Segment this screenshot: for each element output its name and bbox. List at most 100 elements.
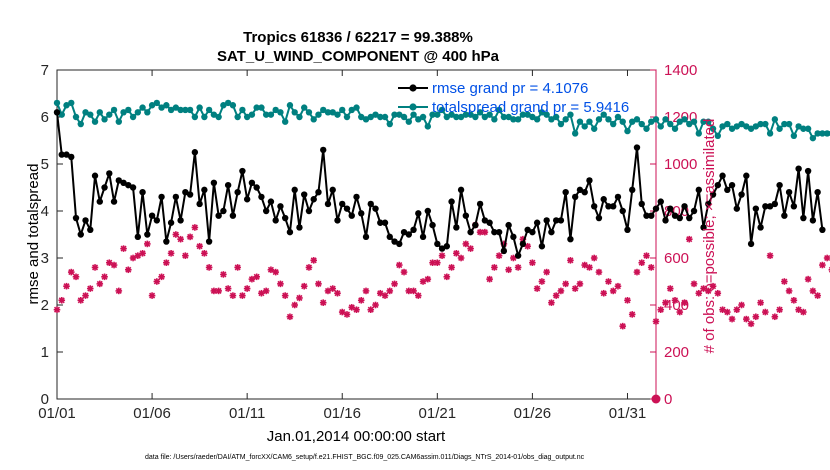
obs-count-point (82, 292, 89, 299)
obs-count-stroke (767, 252, 774, 259)
totalspread-point (68, 99, 75, 107)
totalspread-point (415, 116, 422, 123)
rmse-point (167, 219, 175, 226)
obs-count-stroke (277, 280, 284, 287)
obs-count-point (624, 297, 631, 304)
obs-count-point (395, 261, 403, 269)
totalspread-point (386, 120, 393, 128)
y-right-tick-label: 1000 (664, 156, 697, 173)
totalspread-point (733, 123, 741, 130)
totalspread-point (738, 120, 745, 128)
totalspread-point (695, 130, 702, 137)
obs-count-point (814, 292, 821, 299)
obs-count-stroke (486, 276, 493, 283)
totalspread-point (396, 111, 403, 118)
totalspread-point (243, 113, 251, 121)
rmse-point (396, 240, 403, 248)
y-left-tick-label: 0 (41, 391, 49, 408)
obs-count-point (690, 280, 698, 288)
totalspread-point (177, 106, 184, 114)
totalspread-point (53, 99, 61, 107)
obs-count-stroke (201, 250, 208, 257)
rmse-point (405, 231, 412, 238)
obs-count-stroke (187, 233, 194, 240)
obs-count-point (529, 259, 536, 266)
obs-count-stroke (63, 283, 70, 290)
obs-count-point (434, 259, 441, 266)
rmse-point (68, 153, 75, 161)
obs-count-stroke (681, 299, 688, 306)
obs-count-point (229, 292, 237, 299)
obs-count-stroke (177, 236, 184, 243)
rmse-point (681, 203, 688, 210)
totalspread-point (148, 102, 156, 109)
rmse-point (586, 177, 593, 184)
rmse-point (358, 210, 365, 217)
obs-count-stroke (591, 254, 598, 262)
obs-count-stroke (172, 231, 179, 238)
totalspread-point (405, 118, 412, 125)
totalspread-point (372, 111, 379, 118)
obs-count-stroke (700, 285, 707, 292)
obs-count-point (590, 254, 598, 262)
obs-count-stroke (652, 318, 660, 325)
obs-count-point (205, 264, 213, 271)
obs-count-point (172, 231, 180, 238)
rmse-point (234, 189, 241, 196)
obs-count-stroke (381, 292, 389, 299)
rmse-point (82, 217, 89, 224)
rmse-point (776, 181, 783, 189)
obs-count-point (153, 278, 161, 285)
rmse-point (134, 233, 142, 241)
rmse-point (690, 207, 698, 215)
totalspread-point (358, 113, 365, 121)
obs-count-stroke (296, 294, 303, 301)
rmse-point (548, 228, 555, 236)
obs-count-point (681, 299, 688, 306)
obs-count-point (776, 306, 783, 313)
rmse-point (747, 240, 755, 248)
obs-count-stroke (819, 262, 826, 269)
obs-count-point (557, 287, 565, 295)
rmse-point (510, 233, 517, 241)
totalspread-point (804, 125, 812, 132)
y-left-tick-label: 5 (41, 156, 49, 173)
totalspread-point (343, 113, 351, 121)
y-right-tick-label: 200 (664, 344, 689, 361)
rmse-point (96, 198, 103, 205)
obs-count-stroke (595, 269, 602, 276)
obs-count-point (771, 313, 779, 321)
obs-count-point (72, 273, 80, 281)
obs-count-point (481, 228, 489, 236)
rmse-point (600, 196, 607, 203)
obs-count-stroke (814, 292, 821, 299)
totalspread-point (543, 111, 550, 118)
rmse-point (144, 231, 151, 238)
obs-count-stroke (111, 262, 118, 269)
rmse-point (334, 217, 341, 224)
totalspread-point (581, 123, 588, 130)
totalspread-point (434, 111, 441, 118)
obs-count-point (367, 306, 375, 313)
rmse-point (771, 200, 779, 208)
obs-count-stroke (719, 306, 726, 313)
y-left-tick-label: 6 (41, 109, 49, 126)
obs-count-point (291, 301, 298, 309)
rmse-point (719, 172, 726, 179)
totalspread-point (315, 111, 322, 118)
obs-count-point (505, 266, 512, 274)
totalspread-point (77, 120, 84, 128)
rmse-point (125, 181, 132, 189)
rmse-point (386, 233, 393, 241)
totalspread-point (781, 120, 788, 128)
obs-count-stroke (234, 264, 241, 271)
obs-count-stroke (600, 290, 607, 297)
obs-count-point (424, 275, 432, 283)
obs-count-point (804, 275, 812, 283)
totalspread-point (424, 123, 432, 130)
totalspread-point (705, 118, 712, 125)
obs-count-stroke (790, 297, 797, 304)
obs-count-stroke (491, 264, 498, 271)
obs-count-stroke (220, 271, 227, 278)
rmse-point (700, 224, 707, 231)
